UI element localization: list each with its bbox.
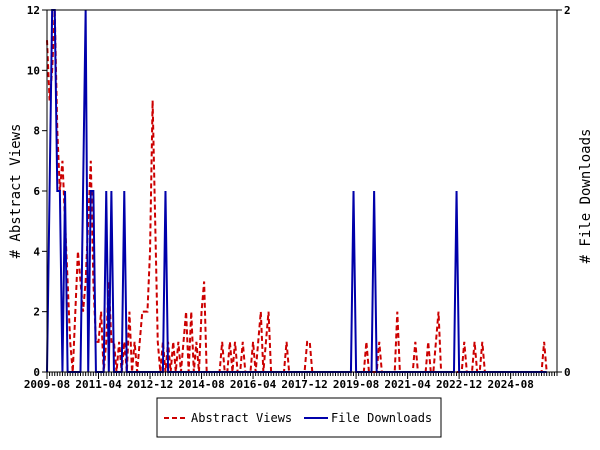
left-tick-label: 10 <box>27 64 40 77</box>
x-tick-label: 2012-12 <box>127 378 173 391</box>
right-axis-title: # File Downloads <box>578 129 594 264</box>
left-tick-label: 12 <box>27 4 40 17</box>
x-tick-label: 2014-08 <box>178 378 224 391</box>
x-tick-label: 2017-12 <box>281 378 327 391</box>
left-tick-label: 0 <box>33 366 40 379</box>
x-tick-label: 2021-04 <box>384 378 431 391</box>
plot-frame <box>46 9 558 373</box>
left-axis-ticks: 0 2 4 6 8 10 12 <box>27 4 47 379</box>
left-axis-title: # Abstract Views <box>8 124 24 259</box>
x-tick-label: 2009-08 <box>24 378 70 391</box>
x-tick-label: 2011-04 <box>75 378 122 391</box>
right-tick-label: 0 <box>564 366 571 379</box>
plot-background <box>47 10 557 372</box>
x-tick-label: 2024-08 <box>487 378 533 391</box>
x-axis-ticks: 2009-08 2011-04 2012-12 2014-08 2016-04 2017-… <box>24 372 558 391</box>
right-tick-label: 2 <box>564 4 571 17</box>
legend: Abstract Views File Downloads <box>156 397 442 438</box>
series-line-abstract-views <box>46 9 548 373</box>
legend-label-abstract-views: Abstract Views <box>191 411 292 425</box>
legend-label-file-downloads: File Downloads <box>331 411 432 425</box>
left-tick-label: 8 <box>33 125 40 138</box>
x-tick-label: 2016-04 <box>230 378 277 391</box>
left-tick-label: 2 <box>33 306 40 319</box>
legend-box <box>156 397 442 438</box>
right-axis-ticks: 02 <box>557 4 571 379</box>
left-tick-label: 4 <box>33 245 40 258</box>
left-tick-label: 6 <box>33 185 40 198</box>
x-tick-label: 2019-08 <box>333 378 379 391</box>
x-tick-label: 2022-12 <box>436 378 482 391</box>
